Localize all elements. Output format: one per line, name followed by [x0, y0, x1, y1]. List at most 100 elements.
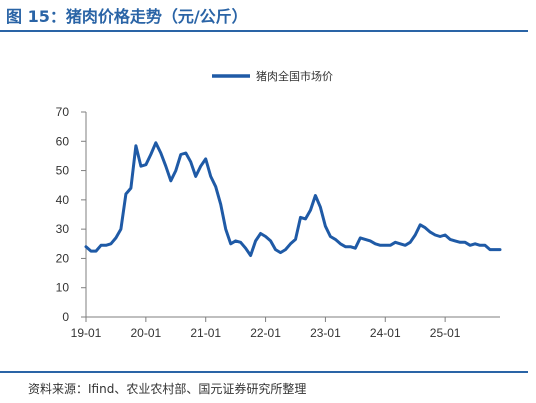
data-point — [444, 234, 446, 236]
data-point — [449, 238, 451, 240]
data-point — [220, 203, 222, 205]
data-point — [85, 246, 87, 248]
data-point — [135, 145, 137, 147]
data-point — [110, 243, 112, 245]
data-point — [294, 238, 297, 240]
data-point — [404, 244, 406, 246]
data-point — [489, 249, 491, 251]
x-tick-label: 23-01 — [310, 326, 341, 340]
data-point — [329, 235, 331, 238]
source-note: 资料来源：Ifind、农业农村部、国元证券研究所整理 — [28, 382, 307, 396]
data-point — [265, 235, 267, 238]
y-tick-label: 60 — [56, 134, 70, 148]
data-point — [279, 252, 282, 254]
data-point — [270, 240, 272, 242]
source-rule — [0, 371, 528, 373]
data-point — [464, 241, 466, 243]
data-point — [245, 247, 247, 249]
y-tick-label: 50 — [56, 164, 70, 178]
data-point — [215, 186, 217, 188]
y-tick-label: 40 — [56, 193, 70, 207]
data-point — [424, 227, 426, 229]
data-point — [319, 206, 321, 208]
data-point — [439, 235, 441, 238]
title-rule — [0, 30, 528, 32]
data-point — [474, 243, 476, 245]
data-point — [185, 152, 187, 154]
data-point — [240, 241, 242, 243]
data-point — [314, 194, 316, 197]
data-point — [399, 243, 401, 245]
figure-title: 图 15：猪肉价格走势（元/公斤） — [6, 7, 248, 26]
data-point — [369, 240, 371, 242]
data-point — [304, 218, 307, 220]
data-point — [155, 142, 157, 144]
data-point — [499, 249, 501, 251]
line-chart: 猪肉全国市场价 0 10 20 30 40 50 60 70 19-01 20-01 21-01 22… — [56, 69, 502, 340]
y-tick-label: 0 — [62, 310, 69, 324]
y-tick-label: 10 — [56, 281, 70, 295]
data-point — [130, 187, 132, 189]
data-point — [115, 237, 117, 239]
data-point — [284, 249, 287, 251]
data-point — [95, 250, 97, 252]
y-tick-label: 30 — [56, 222, 70, 236]
x-tick-label: 22-01 — [250, 326, 281, 340]
y-tick-label: 70 — [56, 105, 70, 119]
data-point — [255, 240, 257, 242]
x-tick-label: 20-01 — [131, 326, 162, 340]
data-point — [230, 243, 232, 245]
data-point — [125, 193, 127, 195]
data-point — [250, 254, 252, 257]
data-point — [150, 153, 152, 156]
data-point — [324, 225, 326, 227]
data-point — [389, 244, 391, 246]
data-point — [394, 241, 396, 243]
data-point — [235, 240, 237, 242]
data-point — [140, 165, 142, 167]
data-point — [334, 238, 336, 240]
data-point — [165, 165, 167, 167]
data-point — [349, 246, 351, 248]
data-point — [175, 170, 177, 172]
data-point — [364, 238, 366, 240]
data-point — [434, 234, 436, 236]
data-point — [419, 224, 421, 226]
data-point — [479, 244, 481, 246]
data-point — [299, 216, 302, 218]
data-point — [180, 153, 182, 156]
x-tick-label: 19-01 — [71, 326, 102, 340]
data-point — [195, 175, 197, 177]
data-point — [354, 247, 356, 249]
data-point — [339, 243, 341, 245]
data-point — [454, 240, 456, 242]
data-point — [205, 158, 207, 160]
data-point — [359, 237, 361, 239]
data-point — [384, 244, 386, 246]
data-point — [145, 164, 147, 166]
data-point — [414, 234, 416, 236]
data-point — [200, 165, 202, 167]
data-point — [225, 228, 227, 230]
data-point — [210, 175, 212, 177]
data-point — [260, 232, 262, 235]
data-point — [309, 209, 312, 211]
data-point — [170, 180, 172, 182]
legend-label-pork-price: 猪肉全国市场价 — [256, 69, 333, 83]
data-point — [409, 241, 411, 243]
data-point — [100, 244, 102, 246]
data-point — [469, 244, 471, 246]
data-point — [289, 243, 292, 245]
chart-axes: 0 10 20 30 40 50 60 70 19-01 20-01 21-01 22-01 23-01… — [56, 105, 500, 340]
data-point — [379, 244, 381, 246]
data-point — [274, 249, 277, 251]
data-point — [459, 241, 461, 243]
series-line-pork-price — [84, 141, 502, 257]
data-point — [90, 250, 92, 252]
x-tick-label: 24-01 — [370, 326, 401, 340]
data-point — [120, 228, 122, 230]
x-tick-label: 21-01 — [190, 326, 221, 340]
data-point — [190, 161, 192, 163]
y-tick-label: 20 — [56, 251, 70, 265]
data-point — [484, 244, 486, 246]
